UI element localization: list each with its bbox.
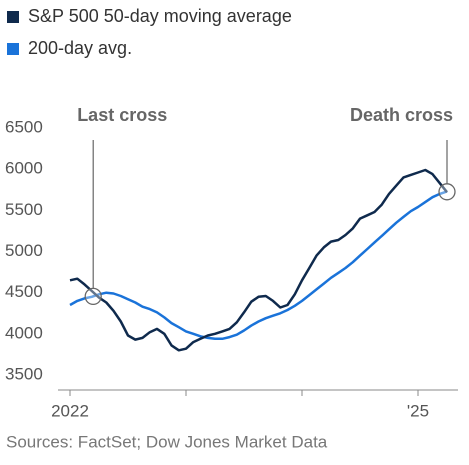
x-tick-label: 2022: [51, 401, 89, 420]
legend-label: S&P 500 50-day moving average: [28, 6, 292, 26]
legend-label: 200-day avg.: [28, 38, 132, 58]
annotation-label: Last cross: [77, 105, 167, 125]
y-tick-label: 4000: [5, 323, 43, 342]
source: Sources: FactSet; Dow Jones Market Data: [6, 432, 328, 451]
series-line: [69, 168, 448, 352]
y-tick-label: 3500: [5, 364, 43, 383]
y-tick-label: 4500: [5, 282, 43, 301]
annotation-label: Death cross: [350, 105, 453, 125]
y-tick-label: 6500: [5, 117, 43, 136]
y-tick-label: 6000: [5, 159, 43, 178]
series-line: [69, 190, 448, 341]
x-tick-label: '25: [407, 401, 429, 420]
y-tick-label: 5000: [5, 241, 43, 260]
y-tick-label: 5500: [5, 200, 43, 219]
annotation-circle: [84, 287, 102, 306]
annotation-circle: [438, 183, 456, 201]
legend-swatch: [7, 11, 19, 23]
legend-swatch: [7, 43, 19, 55]
